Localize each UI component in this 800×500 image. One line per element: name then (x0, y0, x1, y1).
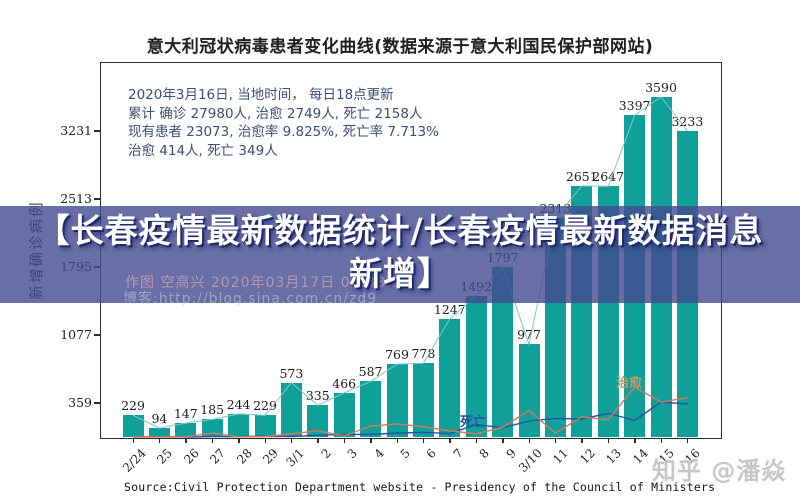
y-axis-tick-label: 2513 (60, 191, 92, 206)
x-axis-tick (238, 439, 240, 443)
x-axis-tick (634, 439, 636, 443)
x-axis-tick (686, 439, 689, 443)
banner-headline: 【长春疫情最新数据统计/长春疫情最新数据消息新增】 (36, 211, 764, 293)
x-axis-tick (158, 439, 161, 443)
bar-5 (386, 364, 408, 437)
zhihu-author-watermark: 知乎 @潘焱 (652, 457, 787, 485)
x-axis-tick (502, 439, 504, 443)
x-axis-tick (290, 439, 293, 443)
x-axis-tick (475, 439, 478, 443)
stats-current-line: 现有患者 23073, 治愈率 9.825%, 死亡率 7.713% (128, 124, 439, 140)
stats-info-box: 2020年3月16日, 当地时间， 每日18点更新 累计 确诊 27980人, … (128, 86, 448, 160)
overlay-banner: 作图 空高兴 2020年03月17日 07:38:2 博客:http://blo… (0, 206, 800, 307)
source-attribution: Source:Civil Protection Department websi… (124, 480, 716, 494)
bar-value-label: 3233 (671, 113, 704, 129)
y-axis-tick-label: 3231 (60, 123, 92, 138)
x-axis-tick (211, 439, 214, 443)
bar-6 (412, 363, 434, 437)
x-axis-tick (554, 439, 557, 443)
x-axis-tick (449, 439, 451, 443)
y-axis-tick (94, 198, 100, 200)
x-axis-tick (396, 439, 398, 443)
x-axis-tick (422, 439, 425, 443)
bar-value-label: 3590 (645, 80, 677, 95)
x-axis-tick (581, 439, 583, 443)
bar-2 (307, 405, 329, 437)
bar-7 (439, 318, 461, 437)
chart-title: 意大利冠状病毒患者变化曲线(数据来源于意大利国民保护部网站) (146, 37, 654, 57)
y-axis-tick (94, 334, 100, 336)
bar-4 (360, 381, 382, 437)
x-axis-tick (528, 439, 530, 443)
x-axis-tick (370, 439, 372, 443)
x-axis-tick (607, 439, 610, 443)
bar-29 (254, 415, 276, 437)
deaths-line-label: 死亡 (460, 415, 487, 430)
bar-26 (175, 423, 197, 437)
recovered-line-label: 治愈 (616, 376, 643, 391)
y-axis-tick-label: 359 (68, 395, 92, 410)
bar-28 (228, 413, 250, 437)
x-axis-tick (185, 439, 187, 443)
y-axis-tick-label: 1077 (60, 327, 92, 342)
bar-value-label: 573 (279, 365, 304, 381)
bar-27 (201, 419, 223, 437)
x-axis-tick (343, 439, 346, 443)
stats-update-line: 2020年3月16日, 当地时间， 每日18点更新 (128, 87, 394, 103)
bar-3 (333, 392, 355, 437)
x-axis-tick (132, 439, 134, 443)
x-axis-tick (317, 439, 319, 443)
stats-cumulative-line: 累计 确诊 27980人, 治愈 2749人, 死亡 2158人 (128, 105, 423, 122)
stats-daily-line: 治愈 414人, 死亡 349人 (128, 142, 278, 159)
x-axis-tick (264, 439, 266, 443)
y-axis-tick (94, 130, 100, 132)
bar-3/10 (518, 344, 540, 437)
x-axis-tick (660, 439, 662, 443)
bar-25 (148, 428, 170, 437)
y-axis-tick (94, 402, 100, 404)
